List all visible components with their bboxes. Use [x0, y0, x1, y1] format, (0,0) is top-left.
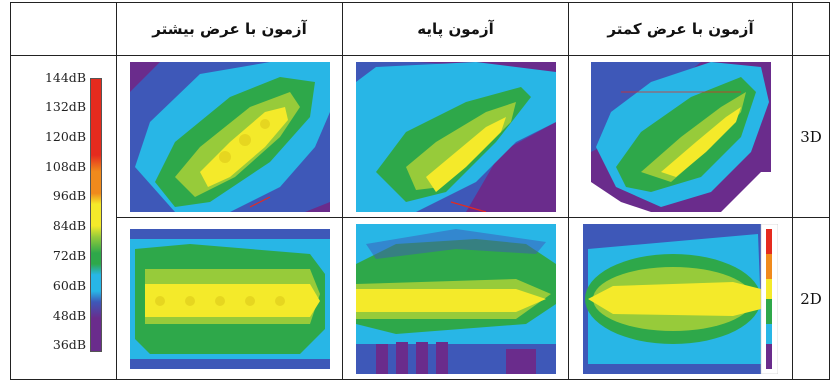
heatmap-2d-wider	[129, 228, 330, 369]
cell-2d-wider	[116, 217, 343, 380]
header-wider-test: آزمون با عرض بیشتر	[116, 2, 343, 56]
db-label-108: 108dB	[44, 159, 86, 174]
cell-2d-narrower	[568, 217, 793, 380]
db-label-120: 120dB	[44, 129, 86, 144]
header-base-test: آزمون پایه	[342, 2, 569, 56]
db-label-84: 84dB	[52, 218, 86, 233]
db-label-144: 144dB	[44, 70, 86, 85]
heatmap-2d-narrower	[583, 223, 778, 374]
db-label-48: 48dB	[52, 308, 86, 323]
heatmap-3d-base	[355, 61, 556, 212]
heatmap-3d-narrower	[590, 61, 771, 212]
db-label-96: 96dB	[52, 188, 86, 203]
db-color-scale: 144dB 132dB 120dB 108dB 96dB 84dB 72dB 6…	[11, 56, 116, 379]
db-color-bar	[90, 78, 102, 352]
db-label-132: 132dB	[44, 99, 86, 114]
header-narrower-test: آزمون با عرض کمتر	[568, 2, 793, 56]
cell-3d-base	[342, 55, 569, 218]
results-table: آزمون با عرض بیشتر آزمون پایه آزمون با ع…	[10, 2, 830, 380]
cell-2d-base	[342, 217, 569, 380]
heatmap-3d-wider	[129, 61, 330, 212]
cell-3d-wider	[116, 55, 343, 218]
header-empty	[792, 2, 830, 56]
heatmap-2d-base	[355, 223, 556, 374]
db-label-60: 60dB	[52, 278, 86, 293]
db-label-72: 72dB	[52, 248, 86, 263]
cell-3d-narrower	[568, 55, 793, 218]
db-scale-cell: 144dB 132dB 120dB 108dB 96dB 84dB 72dB 6…	[10, 55, 117, 380]
row-label-3d: 3D	[792, 55, 830, 218]
corner-cell	[10, 2, 117, 56]
row-label-2d: 2D	[792, 217, 830, 380]
db-label-36: 36dB	[52, 337, 86, 352]
